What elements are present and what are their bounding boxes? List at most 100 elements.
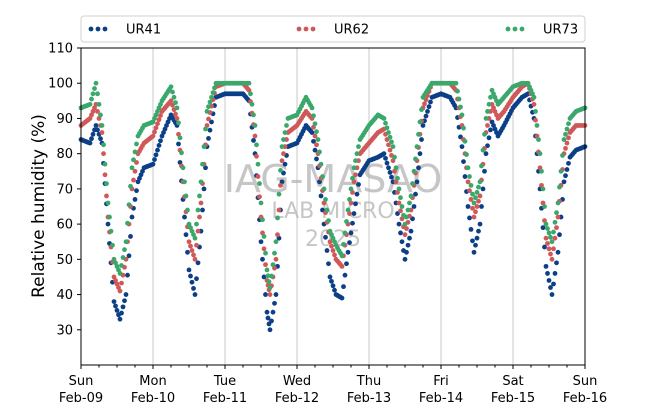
data-point bbox=[260, 217, 265, 223]
data-point bbox=[396, 186, 402, 192]
data-point bbox=[89, 96, 94, 102]
data-point bbox=[195, 260, 201, 266]
data-point bbox=[98, 136, 103, 142]
data-point bbox=[566, 135, 571, 141]
data-point bbox=[465, 165, 471, 171]
data-point bbox=[386, 130, 391, 135]
x-tick-day: Mon bbox=[139, 374, 166, 389]
data-point bbox=[126, 253, 132, 259]
data-point bbox=[93, 123, 99, 128]
x-tick-day: Sat bbox=[502, 374, 523, 389]
data-point bbox=[551, 281, 556, 287]
data-point bbox=[548, 251, 553, 257]
data-point bbox=[554, 210, 559, 216]
data-point bbox=[473, 209, 478, 215]
data-point bbox=[417, 119, 423, 125]
data-point bbox=[546, 246, 552, 252]
data-point bbox=[414, 179, 420, 185]
data-point bbox=[119, 310, 124, 316]
data-point bbox=[269, 273, 274, 279]
data-point bbox=[265, 315, 271, 321]
data-point bbox=[191, 285, 196, 291]
data-point bbox=[566, 121, 571, 127]
data-point bbox=[390, 144, 396, 150]
data-point bbox=[113, 303, 118, 309]
data-point bbox=[255, 174, 261, 179]
data-point bbox=[462, 138, 468, 144]
data-point bbox=[179, 150, 184, 156]
data-point bbox=[485, 123, 490, 128]
legend-marker bbox=[519, 26, 525, 32]
data-point bbox=[464, 152, 469, 157]
data-point bbox=[467, 188, 472, 194]
data-point bbox=[107, 214, 112, 220]
data-point bbox=[101, 151, 106, 157]
data-point bbox=[404, 214, 409, 220]
data-point bbox=[131, 157, 136, 163]
data-point bbox=[315, 137, 321, 142]
data-point bbox=[312, 147, 318, 153]
data-point bbox=[251, 138, 256, 143]
data-point bbox=[552, 219, 558, 225]
data-point bbox=[410, 181, 415, 187]
data-point bbox=[554, 225, 559, 231]
x-tick-date: Feb-12 bbox=[275, 391, 319, 406]
data-point bbox=[272, 300, 277, 306]
data-point bbox=[132, 197, 138, 202]
data-point bbox=[480, 147, 486, 153]
legend-label: UR62 bbox=[334, 23, 369, 38]
data-point bbox=[204, 109, 210, 114]
data-point bbox=[134, 188, 139, 194]
data-point bbox=[548, 234, 553, 240]
data-point bbox=[488, 127, 493, 133]
data-point bbox=[102, 172, 108, 178]
data-point bbox=[458, 104, 463, 110]
data-point bbox=[468, 197, 474, 202]
data-point bbox=[200, 207, 205, 213]
data-point bbox=[122, 247, 127, 253]
data-point bbox=[486, 101, 492, 107]
data-point bbox=[188, 243, 193, 249]
data-point bbox=[564, 126, 570, 132]
data-point bbox=[353, 201, 358, 207]
data-point bbox=[537, 151, 543, 157]
data-point bbox=[561, 179, 567, 185]
data-point bbox=[419, 137, 424, 142]
data-point bbox=[156, 143, 162, 148]
data-point bbox=[411, 204, 417, 209]
data-point bbox=[132, 149, 138, 155]
data-point bbox=[339, 253, 345, 259]
data-point bbox=[185, 249, 190, 255]
data-point bbox=[323, 197, 328, 202]
data-point bbox=[254, 142, 259, 148]
data-point bbox=[324, 248, 330, 253]
data-point bbox=[344, 261, 349, 267]
data-point bbox=[396, 221, 402, 227]
x-tick-date: Feb-14 bbox=[419, 391, 463, 406]
data-point bbox=[273, 292, 279, 297]
data-point bbox=[201, 186, 207, 192]
data-point bbox=[398, 208, 403, 214]
data-point bbox=[486, 135, 492, 141]
y-tick-label: 100 bbox=[48, 77, 73, 92]
data-point bbox=[477, 221, 483, 227]
data-point bbox=[485, 109, 490, 114]
data-point bbox=[195, 228, 201, 234]
data-point bbox=[326, 261, 331, 267]
data-point bbox=[555, 249, 561, 255]
legend-marker bbox=[296, 26, 302, 32]
data-point bbox=[260, 256, 265, 262]
x-tick-day: Sun bbox=[573, 374, 598, 389]
data-point bbox=[332, 252, 337, 258]
data-point bbox=[126, 202, 132, 208]
data-point bbox=[185, 207, 190, 213]
data-point bbox=[282, 130, 288, 135]
data-point bbox=[555, 214, 561, 220]
data-point bbox=[543, 235, 549, 241]
y-tick-label: 70 bbox=[56, 182, 73, 197]
data-point bbox=[477, 193, 483, 199]
data-point bbox=[309, 105, 315, 111]
data-point bbox=[309, 130, 315, 135]
data-point bbox=[153, 125, 159, 131]
data-point bbox=[476, 184, 481, 190]
